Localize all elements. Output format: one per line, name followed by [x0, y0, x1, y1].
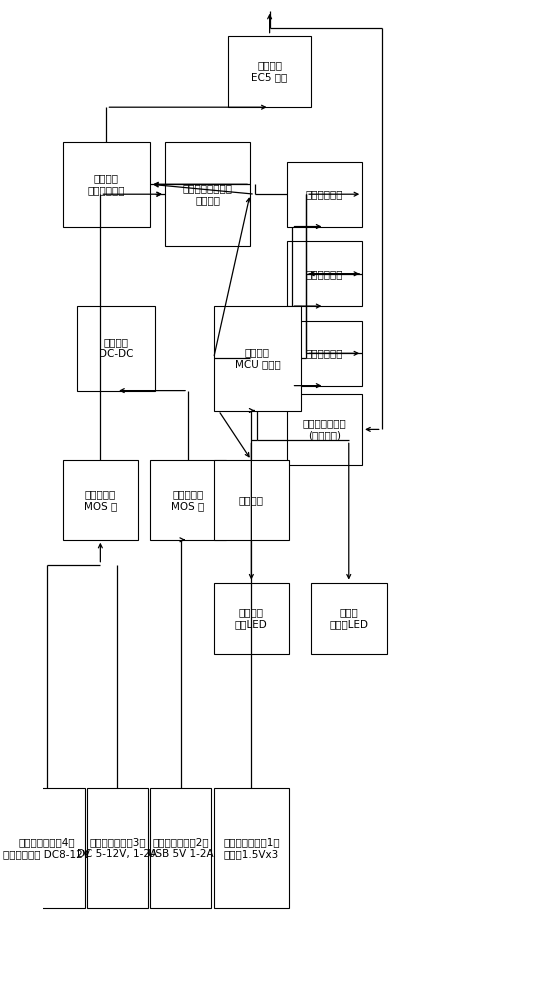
- FancyBboxPatch shape: [9, 788, 85, 908]
- Text: 主控电路
MCU 可编程: 主控电路 MCU 可编程: [235, 347, 280, 369]
- Text: 储能部件（电容）
独立主板: 储能部件（电容） 独立主板: [182, 183, 232, 205]
- FancyBboxPatch shape: [150, 788, 211, 908]
- Text: 预充电控制
MOS 管: 预充电控制 MOS 管: [84, 489, 117, 511]
- Text: 输出开关
大电流继电器: 输出开关 大电流继电器: [88, 173, 125, 195]
- FancyBboxPatch shape: [287, 321, 362, 386]
- Text: 主充电控制
MOS 管: 主充电控制 MOS 管: [172, 489, 205, 511]
- Text: 照明灯
高功率LED: 照明灯 高功率LED: [329, 608, 368, 629]
- FancyBboxPatch shape: [87, 788, 148, 908]
- Text: 充电输入接口（2）
USB 5V 1-2A: 充电输入接口（2） USB 5V 1-2A: [148, 837, 214, 859]
- Text: 稳压电路: 稳压电路: [239, 495, 264, 505]
- Text: 升压电路
DC-DC: 升压电路 DC-DC: [99, 338, 133, 359]
- Text: 过温保护电路: 过温保护电路: [305, 348, 343, 358]
- Text: 输出接口
EC5 插座: 输出接口 EC5 插座: [252, 61, 288, 82]
- FancyBboxPatch shape: [214, 306, 301, 410]
- FancyBboxPatch shape: [150, 460, 226, 540]
- FancyBboxPatch shape: [165, 142, 250, 246]
- FancyBboxPatch shape: [62, 142, 150, 227]
- Text: 充电输入接口（3）
DC 5-12V, 1-2A: 充电输入接口（3） DC 5-12V, 1-2A: [77, 837, 157, 859]
- FancyBboxPatch shape: [287, 394, 362, 465]
- FancyBboxPatch shape: [311, 583, 386, 654]
- FancyBboxPatch shape: [228, 36, 311, 107]
- FancyBboxPatch shape: [214, 583, 289, 654]
- Text: 反电压保护电路
(线夹反接): 反电压保护电路 (线夹反接): [303, 419, 346, 440]
- FancyBboxPatch shape: [62, 460, 138, 540]
- Text: 过流保护电路: 过流保护电路: [305, 269, 343, 279]
- FancyBboxPatch shape: [214, 788, 289, 908]
- FancyBboxPatch shape: [77, 306, 155, 391]
- Text: 过压保护电路: 过压保护电路: [305, 189, 343, 199]
- FancyBboxPatch shape: [287, 162, 362, 227]
- FancyBboxPatch shape: [214, 460, 289, 540]
- Text: 状态指示
双色LED: 状态指示 双色LED: [235, 608, 268, 629]
- Text: 充电输入接口（4）
汽车电瓶取电 DC8-12V: 充电输入接口（4） 汽车电瓶取电 DC8-12V: [3, 837, 90, 859]
- Text: 充电输入接口（1）
干电池1.5Vx3: 充电输入接口（1） 干电池1.5Vx3: [223, 837, 280, 859]
- FancyBboxPatch shape: [287, 241, 362, 306]
